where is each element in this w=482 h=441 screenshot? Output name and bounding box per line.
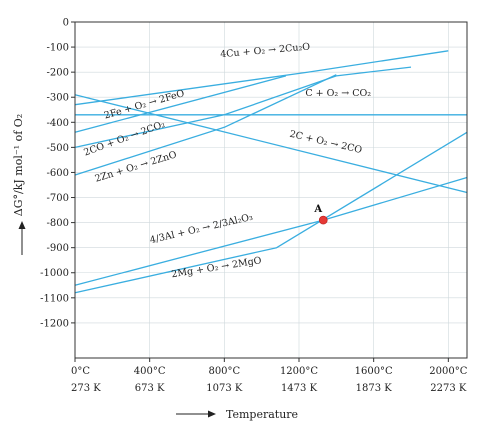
plot-frame — [74, 21, 468, 359]
y-tick-label-8: -800 — [47, 218, 69, 229]
series-line-0 — [74, 50, 449, 106]
x-axis-title: Temperature — [226, 408, 298, 421]
y-tick-label-5: -500 — [47, 143, 69, 154]
y-tick-label-0: 0 — [63, 18, 69, 29]
x-tick-label-kelvin-4: 1873 K — [356, 383, 393, 394]
y-tick-label-4: -400 — [47, 118, 69, 129]
series-line-7 — [74, 131, 468, 294]
y-tick-label-7: -700 — [47, 193, 69, 204]
x-tick-label-kelvin-5: 2273 K — [430, 383, 467, 394]
x-tick-label-kelvin-1: 673 K — [135, 383, 165, 394]
point-a: A — [313, 204, 328, 225]
x-tick-label-celsius-5: 2000°C — [429, 366, 467, 377]
y-axis-title-group: ΔG°/kJ mol⁻¹ of O₂ — [12, 114, 25, 216]
point-a-marker — [318, 215, 328, 225]
y-tick-label-9: -900 — [47, 243, 69, 254]
series-line-5 — [74, 74, 337, 176]
y-tick-label-3: -300 — [47, 93, 69, 104]
y-tick-label-12: -1200 — [40, 318, 69, 329]
y-tick-label-6: -600 — [47, 168, 69, 179]
series-line-1 — [74, 66, 412, 149]
y-tick-label-2: -200 — [47, 68, 69, 79]
line-label-2: C + O₂ → CO₂ — [305, 88, 371, 99]
x-tick-label-kelvin-2: 1073 K — [206, 383, 243, 394]
x-axis-title-arrow-icon — [208, 410, 216, 418]
series-lines — [74, 50, 468, 294]
series-line-4 — [74, 94, 468, 194]
point-a-label: A — [313, 204, 322, 215]
plot-border — [74, 21, 468, 359]
grid — [74, 21, 467, 358]
y-tick-label-11: -1100 — [40, 293, 69, 304]
y-axis-ticks: 0 -100 -200 -300 -400 -500 -600 -700 -800 -900 -10… — [40, 18, 75, 329]
x-tick-label-celsius-1: 400°C — [134, 366, 166, 377]
x-tick-label-celsius-0: 0°C — [71, 366, 90, 377]
x-axis-ticks: 0°C 273 K 400°C 673 K 800°C 1073 K 1200°C 1473 … — [71, 358, 468, 394]
y-axis-title: ΔG°/kJ mol⁻¹ of O₂ — [12, 114, 25, 216]
x-tick-label-kelvin-3: 1473 K — [281, 383, 318, 394]
series-line-3 — [74, 75, 287, 133]
y-tick-label-1: -100 — [47, 43, 69, 54]
x-tick-label-celsius-4: 1600°C — [355, 366, 393, 377]
y-tick-label-10: -1000 — [40, 268, 69, 279]
y-axis-title-arrow-icon — [18, 221, 26, 229]
x-tick-label-celsius-2: 800°C — [208, 366, 240, 377]
x-tick-label-celsius-3: 1200°C — [280, 366, 318, 377]
x-tick-label-kelvin-0: 273 K — [71, 383, 101, 394]
